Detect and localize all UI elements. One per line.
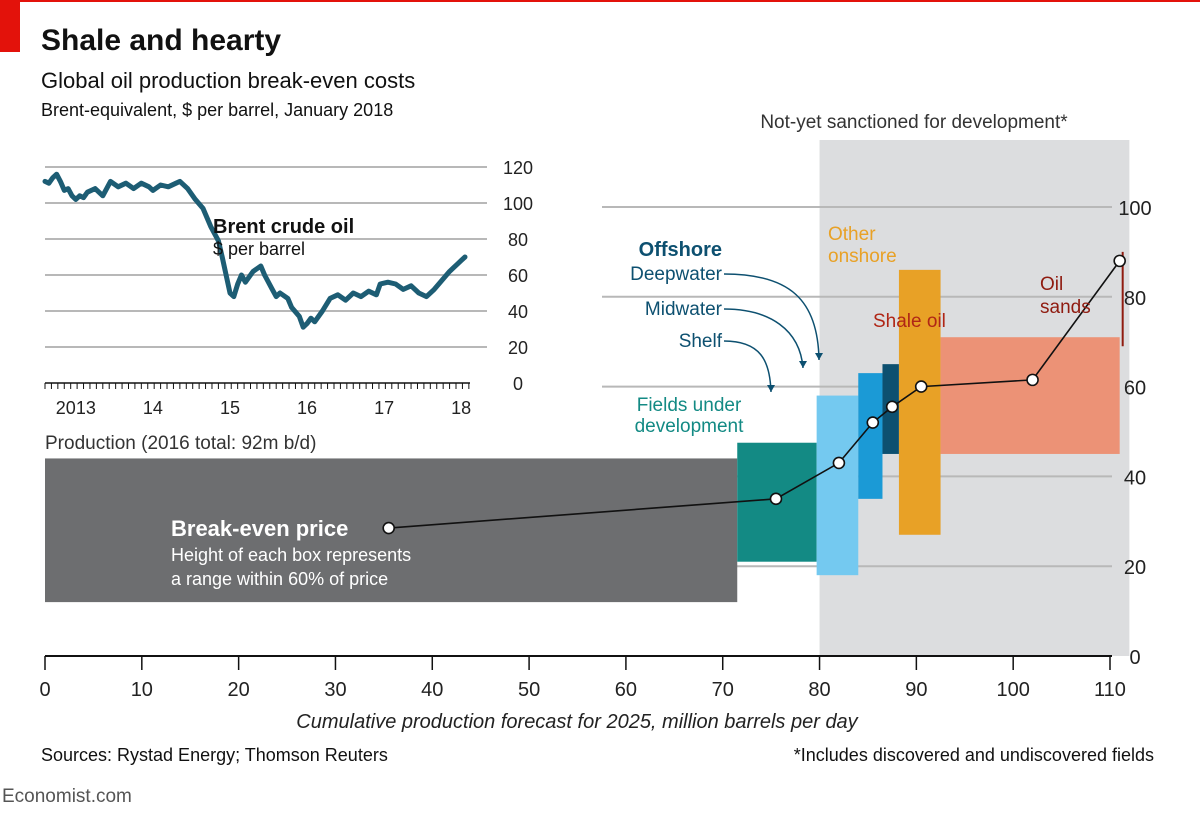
price-point-6 — [1026, 373, 1039, 387]
x-tick-label-30: 30 — [324, 679, 346, 701]
x-tick-label-70: 70 — [712, 679, 734, 701]
y-tick-label-0: 0 — [1129, 647, 1140, 669]
inset-y-tick-label-100: 100 — [503, 194, 533, 214]
inset-y-tick-label-60: 60 — [508, 266, 528, 286]
y-tick-label-60: 60 — [1124, 378, 1146, 400]
inset-x-axis: 2013 14 15 16 17 18 — [44, 382, 471, 418]
inset-x-tick-label-15: 15 — [220, 398, 240, 418]
x-tick-label-40: 40 — [421, 679, 443, 701]
price-point-4 — [885, 400, 899, 414]
economist-brand: Economist.com — [2, 786, 132, 807]
price-point-2 — [832, 456, 846, 470]
midwater-label: Midwater — [645, 299, 723, 320]
y-tick-label-40: 40 — [1124, 467, 1146, 489]
x-tick-label-90: 90 — [905, 679, 927, 701]
other-onshore-label-2: onshore — [828, 246, 897, 267]
x-tick-label-50: 50 — [518, 679, 540, 701]
box-height-note: Height of each box represents — [171, 545, 411, 565]
not-yet-sanctioned-label: Not-yet sanctioned for development* — [760, 112, 1068, 133]
price-point-7 — [1113, 254, 1126, 268]
inset-gridlines — [45, 166, 487, 348]
inset-y-axis: 0 20 40 60 80 100 120 — [503, 158, 533, 394]
y-tick-label-20: 20 — [1124, 557, 1146, 579]
price-point-5 — [914, 380, 928, 393]
price-point-3 — [866, 416, 880, 429]
price-point-1 — [769, 492, 783, 506]
production-label: Production (2016 total: 92m b/d) — [45, 433, 316, 454]
break-even-chart: Not-yet sanctioned for development* 0 10 2… — [39, 112, 1151, 733]
chart-subtitle: Global oil production break-even costs — [41, 68, 416, 93]
economist-red-tag — [0, 0, 20, 52]
main-y-axis: 0 20 40 60 80 100 — [1118, 198, 1151, 669]
annotation-connectors — [723, 273, 823, 393]
brent-price-line — [42, 171, 468, 330]
deepwater-label: Deepwater — [630, 264, 723, 285]
inset-y-tick-label-0: 0 — [513, 374, 523, 394]
other-onshore-label: Other — [828, 224, 876, 245]
midwater-connector — [723, 308, 804, 369]
x-axis-title: Cumulative production forecast for 2025,… — [296, 711, 858, 733]
shelf-label: Shelf — [679, 331, 723, 352]
shale-oil-label: Shale oil — [873, 311, 946, 332]
fields-under-development-label-2: development — [635, 416, 745, 437]
top-rule — [0, 0, 1200, 2]
brent-unit: $ per barrel — [213, 239, 305, 259]
deepwater-connector — [723, 273, 820, 361]
oil-sands-label-2: sands — [1040, 297, 1091, 318]
x-tick-label-100: 100 — [996, 679, 1029, 701]
price-point-0 — [382, 521, 396, 535]
box-height-note-2: a range within 60% of price — [171, 569, 388, 589]
x-tick-label-60: 60 — [615, 679, 637, 701]
inset-y-tick-label-40: 40 — [508, 302, 528, 322]
shelf-connector — [723, 340, 772, 393]
shelf-connector-arrowhead — [767, 385, 775, 392]
offshore-group-label: Offshore — [639, 239, 722, 261]
box-other-onshore — [898, 269, 941, 535]
inset-x-tick-label-2013: 2013 — [56, 398, 96, 418]
inset-x-tick-label-18: 18 — [451, 398, 471, 418]
inset-x-tick-label-17: 17 — [374, 398, 394, 418]
midwater-connector-arrowhead — [799, 361, 807, 368]
sources-note: Sources: Rystad Energy; Thomson Reuters — [41, 745, 388, 765]
inset-background — [30, 150, 542, 425]
box-shale-oil — [940, 337, 1120, 454]
brent-title: Brent crude oil — [213, 216, 354, 238]
deepwater-connector-arrowhead — [815, 353, 823, 360]
break-even-price-label: Break-even price — [171, 516, 348, 541]
x-tick-label-10: 10 — [131, 679, 153, 701]
footnote: *Includes discovered and undiscovered fi… — [793, 745, 1154, 765]
chart-title: Shale and hearty — [41, 24, 282, 57]
box-shelf — [816, 395, 859, 576]
brent-series-line — [42, 171, 468, 330]
inset-x-tick-label-16: 16 — [297, 398, 317, 418]
price-line — [388, 260, 1121, 529]
x-tick-label-110: 110 — [1094, 679, 1126, 701]
chart-unit: Brent-equivalent, $ per barrel, January … — [41, 100, 394, 120]
x-tick-label-80: 80 — [808, 679, 830, 701]
main-x-axis: 0 10 20 30 40 50 60 70 80 90 100 110 — [39, 655, 1126, 701]
inset-y-tick-label-80: 80 — [508, 230, 528, 250]
y-tick-label-80: 80 — [1124, 288, 1146, 310]
x-tick-label-0: 0 — [39, 679, 50, 701]
inset-x-tick-label-14: 14 — [143, 398, 163, 418]
fields-under-development-label: Fields under — [637, 395, 742, 416]
oil-sands-label: Oil — [1040, 274, 1063, 295]
break-even-price-line — [382, 254, 1126, 535]
inset-y-tick-label-120: 120 — [503, 158, 533, 178]
inset-y-tick-label-20: 20 — [508, 338, 528, 358]
break-even-boxes — [45, 251, 1124, 603]
y-tick-label-100: 100 — [1118, 198, 1151, 220]
brent-inset-chart: 2013 14 15 16 17 18 0 20 40 60 80 100 120 Brent cru… — [30, 150, 542, 425]
x-tick-label-20: 20 — [228, 679, 250, 701]
